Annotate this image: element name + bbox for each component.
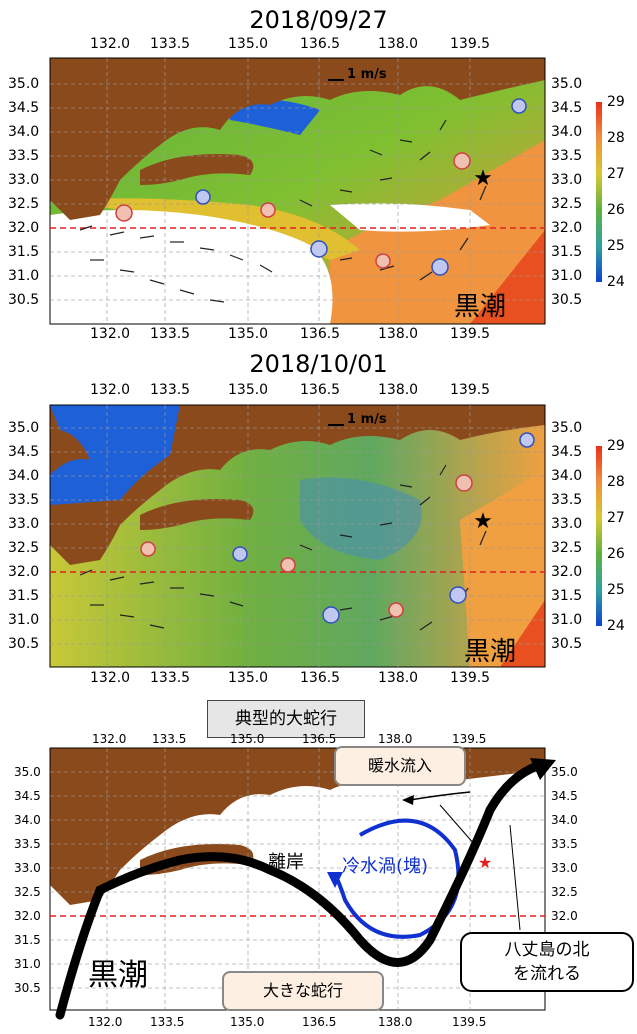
svg-text:★: ★ — [478, 853, 492, 872]
panel1-plot: ★ 1 m/s 黒潮 — [49, 57, 546, 325]
panel1-scale-label: 1 m/s — [347, 67, 387, 82]
schematic-title: 典型的大蛇行 — [207, 700, 365, 738]
kuroshio-path — [55, 760, 545, 1020]
hachijo-note-box: 八丈島の北 を流れる — [460, 932, 634, 992]
panel2-date: 2018/10/01 — [249, 350, 388, 378]
panel1-colorbar — [596, 102, 602, 282]
cold-eddy-label: 冷水渦(塊) — [342, 856, 429, 877]
panel2-colorbar — [596, 446, 602, 626]
hachijo-note-line1: 八丈島の北 — [504, 940, 590, 960]
warm-inflow-callout: 暖水流入 — [334, 746, 466, 786]
cold-eddy-loop — [333, 818, 461, 939]
panel2-scale-label: 1 m/s — [347, 412, 387, 427]
panel2-map: ★ 1 m/s 黒潮 — [49, 404, 602, 668]
panel2-plot: ★ 1 m/s 黒潮 — [49, 404, 546, 668]
panel1-kuroshio-label: 黒潮 — [454, 292, 506, 322]
svg-text:★: ★ — [473, 166, 493, 191]
offshore-label: 離岸 — [268, 852, 304, 873]
big-meander-callout: 大きな蛇行 — [222, 971, 384, 1011]
panel1-date: 2018/09/27 — [249, 6, 388, 34]
svg-text:★: ★ — [473, 509, 493, 534]
hachijo-note-line2: を流れる — [513, 964, 581, 984]
kuroshio-label: 黒潮 — [88, 958, 148, 993]
panel1-map: ★ 1 m/s 黒潮 — [49, 57, 602, 325]
panel2-kuroshio-label: 黒潮 — [464, 637, 516, 667]
